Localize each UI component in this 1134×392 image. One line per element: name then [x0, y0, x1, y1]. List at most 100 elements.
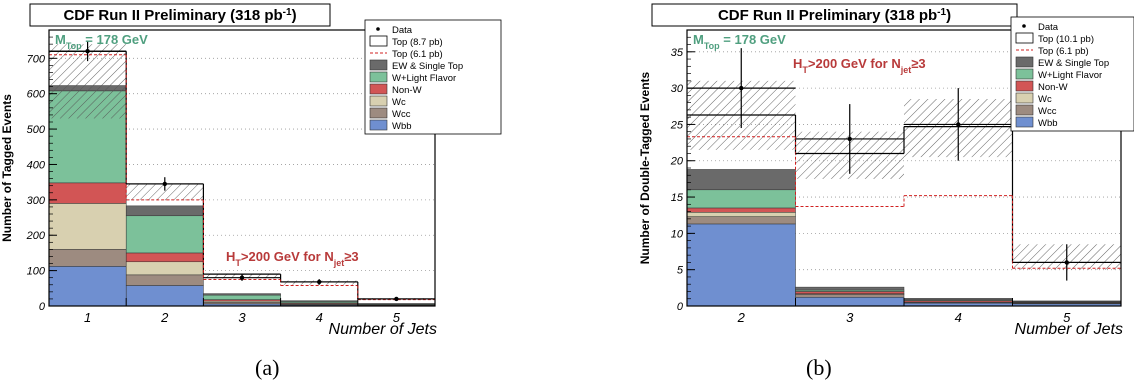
legend-label-nonw: Non-W — [1038, 82, 1068, 93]
legend-label-wc: Wc — [392, 97, 406, 108]
ht-annotation: HT>200 GeV for Njet≥3 — [793, 56, 926, 75]
legend-marker-top — [1015, 32, 1034, 44]
legend-label-data: Data — [1038, 22, 1059, 33]
uncertainty-band — [126, 183, 204, 200]
data-point — [162, 181, 167, 187]
bar-segment — [125, 215, 204, 254]
legend-swatch — [369, 119, 388, 131]
x-tick-label: 5 — [393, 310, 401, 325]
bar-segment — [795, 297, 905, 307]
legend-swatch — [369, 83, 388, 95]
data-point — [239, 275, 245, 280]
y-tick-label: 400 — [27, 159, 46, 171]
legend-swatch — [369, 71, 388, 83]
y-tick-label: 10 — [671, 228, 684, 240]
bar-segment — [686, 207, 796, 213]
bar-segment — [686, 189, 796, 209]
legend-marker-data — [376, 27, 380, 31]
legend-label-wcc: Wcc — [392, 109, 411, 120]
bar-segment — [48, 182, 127, 204]
y-tick-label: 300 — [27, 195, 46, 207]
y-axis-label: Number of Tagged Events — [0, 94, 14, 242]
legend-swatch — [1015, 104, 1034, 116]
legend-label-wbb: Wbb — [1038, 118, 1058, 129]
title-box — [651, 3, 1018, 27]
bar-segment — [125, 274, 204, 286]
mass-annotation: MTop = 178 GeV — [55, 32, 148, 51]
data-point — [394, 296, 399, 302]
legend-swatch — [369, 107, 388, 119]
bar-segment — [203, 293, 281, 296]
legend-swatch — [369, 95, 388, 107]
legend-swatch — [1015, 116, 1034, 128]
bar-segment — [1012, 300, 1122, 302]
legend-label-ew: EW & Single Top — [392, 61, 463, 72]
bar-segment — [280, 300, 359, 302]
data-point — [1064, 260, 1069, 265]
x-tick-label: 4 — [316, 310, 323, 325]
caption-b: (b) — [806, 355, 832, 380]
bar-segment — [795, 291, 905, 294]
legend-label-nonw: Non-W — [392, 85, 422, 96]
y-axis-label: Number of Double-Tagged Events — [638, 71, 652, 264]
legend-label-wbb: Wbb — [392, 121, 412, 132]
legend-swatch — [369, 59, 388, 71]
bar-segment — [686, 169, 796, 191]
legend-label-top: Top (10.1 pb) — [1038, 34, 1094, 45]
x-axis-label: Number of Jets — [1015, 321, 1123, 338]
legend-swatch — [1015, 68, 1034, 80]
legend-label-top: Top (8.7 pb) — [392, 37, 443, 48]
legend-marker-top — [369, 35, 388, 47]
legend-label-top61: Top (6.1 pb) — [1038, 46, 1089, 57]
y-tick-label: 100 — [27, 266, 46, 278]
y-tick-label: 200 — [26, 230, 46, 242]
bar-segment — [125, 252, 204, 263]
ht-annotation: HT>200 GeV for Njet≥3 — [226, 249, 359, 268]
x-tick-label: 2 — [737, 310, 746, 325]
x-tick-label: 3 — [846, 310, 854, 325]
y-tick-label: 0 — [39, 301, 46, 313]
legend-swatch — [1015, 56, 1034, 68]
bar-segment — [903, 298, 1013, 301]
plot-frame — [48, 29, 436, 307]
bar-segment — [125, 261, 204, 276]
y-tick-label: 25 — [670, 119, 684, 131]
y-tick-label: 5 — [677, 265, 684, 277]
mass-annotation: MTop = 178 GeV — [693, 32, 786, 51]
bar-segment — [686, 216, 796, 225]
data-point — [317, 279, 322, 285]
bar-segment — [48, 249, 127, 267]
y-tick-label: 0 — [677, 301, 684, 313]
bar-segment — [795, 286, 905, 291]
legend-label-wlf: W+Light Flavor — [392, 73, 456, 84]
bar-segment — [686, 223, 796, 307]
bar-segment — [357, 303, 436, 305]
legend-box — [364, 19, 502, 135]
legend-label-ew: EW & Single Top — [1038, 58, 1109, 69]
bar-segment — [48, 203, 127, 250]
caption-a: (a) — [255, 355, 280, 380]
chart-title: CDF Run II Preliminary (318 pb-1) — [718, 7, 951, 25]
legend-label-wc: Wc — [1038, 94, 1052, 105]
bar-segment — [125, 205, 204, 217]
x-axis-label: Number of Jets — [329, 321, 437, 338]
y-tick-label: 500 — [27, 124, 46, 136]
bar-segment — [125, 285, 204, 307]
legend-label-wlf: W+Light Flavor — [1038, 70, 1102, 81]
x-tick-label: 3 — [238, 310, 246, 325]
chart-title: CDF Run II Preliminary (318 pb-1) — [63, 7, 296, 25]
x-tick-label: 5 — [1063, 310, 1071, 325]
title-box — [29, 3, 331, 27]
bar-segment — [795, 294, 905, 298]
x-tick-label: 4 — [955, 310, 962, 325]
data-point — [85, 49, 90, 54]
legend-marker-data — [1022, 24, 1026, 28]
y-tick-label: 700 — [27, 53, 46, 65]
x-tick-label: 2 — [160, 310, 169, 325]
y-tick-label: 600 — [27, 89, 46, 101]
x-tick-label: 1 — [84, 310, 91, 325]
legend-label-data: Data — [392, 25, 413, 36]
